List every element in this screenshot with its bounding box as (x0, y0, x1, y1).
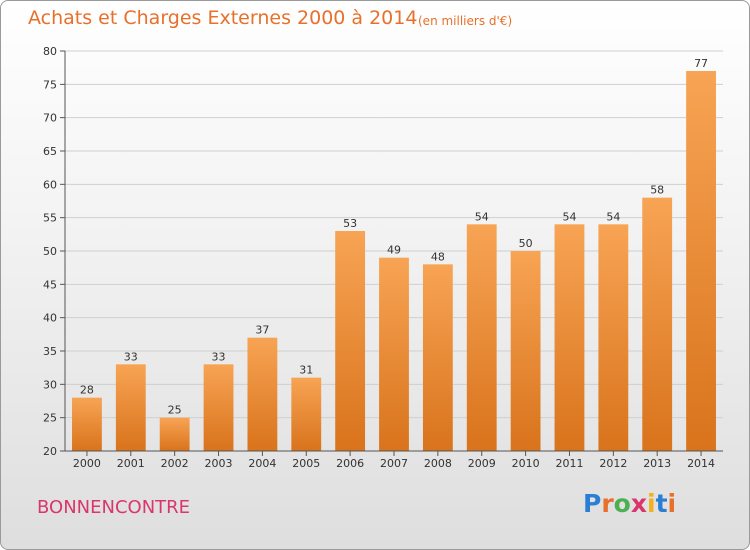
data-label: 58 (650, 184, 664, 197)
x-axis: 2000 2001 2002 2003 2004 2005 2006 2007 2008 2009… (65, 450, 723, 470)
data-label: 54 (475, 210, 489, 223)
bar-2005 (291, 377, 322, 451)
x-tick-label: 2013 (643, 457, 671, 470)
x-tick-label: 2004 (248, 457, 276, 470)
logo-letter: t (655, 489, 668, 518)
data-label: 49 (387, 244, 401, 257)
data-label: 53 (343, 217, 357, 230)
bar-2003 (203, 364, 234, 451)
data-label: 31 (299, 364, 313, 377)
x-tick-label: 2001 (117, 457, 145, 470)
bar-2008 (422, 264, 453, 451)
data-label: 54 (606, 210, 620, 223)
bar-2002 (159, 417, 190, 451)
y-tick-label: 30 (43, 378, 57, 391)
data-label: 50 (519, 237, 533, 250)
y-tick-label: 65 (43, 145, 57, 158)
bar-2011 (554, 224, 585, 451)
x-tick-label: 2002 (161, 457, 189, 470)
proxiti-logo[interactable]: Proxiti (583, 489, 676, 518)
bar-2012 (598, 224, 629, 451)
logo-letter: P (583, 489, 602, 518)
logo-letter: r (601, 489, 614, 518)
bar-2010 (510, 251, 541, 451)
data-label: 54 (562, 210, 576, 223)
x-tick-label: 2009 (468, 457, 496, 470)
bar-2001 (115, 364, 146, 451)
y-tick-label: 35 (43, 345, 57, 358)
bar-2000 (72, 397, 102, 451)
y-tick-label: 25 (43, 412, 57, 425)
bar-2006 (335, 231, 366, 451)
x-tick-label: 2000 (73, 457, 101, 470)
bar-2009 (466, 224, 497, 451)
data-label: 37 (255, 324, 269, 337)
y-tick-label: 55 (43, 212, 57, 225)
bar-2014 (686, 71, 716, 451)
y-tick-label: 45 (43, 278, 57, 291)
data-label: 48 (431, 250, 445, 263)
data-label: 33 (212, 350, 226, 363)
y-tick-label: 60 (43, 178, 57, 191)
logo-letter: x (630, 489, 647, 518)
y-tick-label: 70 (43, 112, 57, 125)
bar-2004 (247, 337, 278, 451)
chart-subtitle: (en milliers d'€) (418, 14, 513, 28)
data-label: 33 (124, 350, 138, 363)
bar-2007 (379, 257, 409, 451)
chart-title: Achats et Charges Externes 2000 à 2014 (28, 7, 418, 29)
x-tick-label: 2007 (380, 457, 408, 470)
logo-letter: i (667, 489, 677, 518)
y-tick-label: 50 (43, 245, 57, 258)
x-tick-label: 2011 (555, 457, 583, 470)
y-tick-label: 20 (43, 445, 57, 458)
x-tick-label: 2005 (292, 457, 320, 470)
x-tick-label: 2006 (336, 457, 364, 470)
y-axis: 20 25 30 35 40 45 50 55 60 65 70 75 80 (43, 45, 66, 458)
x-tick-label: 2003 (205, 457, 233, 470)
data-label: 25 (168, 404, 182, 417)
logo-letter: o (613, 489, 631, 518)
y-tick-label: 75 (43, 78, 57, 91)
data-label: 77 (694, 57, 708, 70)
y-tick-label: 40 (43, 312, 57, 325)
x-tick-label: 2012 (599, 457, 627, 470)
commune-name: BONNENCONTRE (37, 497, 191, 518)
x-tick-label: 2010 (512, 457, 540, 470)
bar-2013 (642, 197, 673, 451)
logo-letter: i (647, 489, 656, 518)
data-label: 28 (80, 384, 94, 397)
y-tick-label: 80 (43, 45, 57, 58)
x-tick-label: 2008 (424, 457, 452, 470)
bars: 28 33 25 33 37 31 53 49 48 54 50 54 54 58 77 (72, 57, 716, 451)
x-tick-label: 2014 (687, 457, 715, 470)
